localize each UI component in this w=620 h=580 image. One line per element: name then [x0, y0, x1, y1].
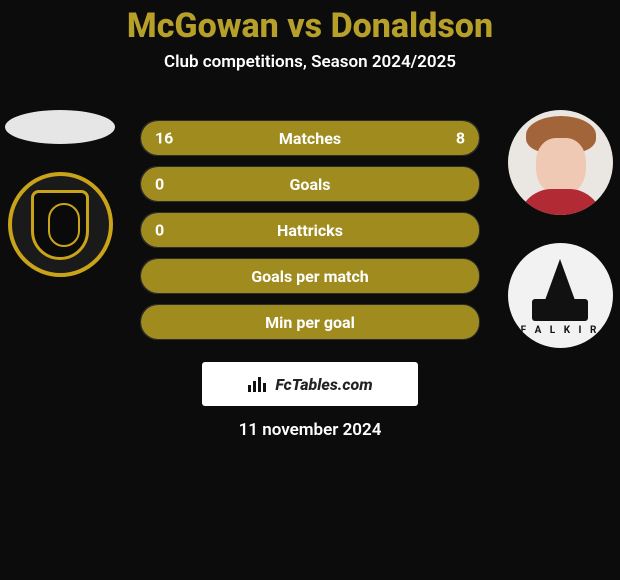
stat-label: Goals — [290, 175, 331, 194]
stat-value-right: 8 — [456, 129, 465, 148]
stat-row: Min per goal — [140, 304, 480, 340]
club-badge-right: F A L K I R — [508, 243, 613, 348]
branding-badge: FcTables.com — [202, 362, 418, 406]
stat-label: Goals per match — [251, 267, 369, 286]
player-right-photo — [508, 110, 613, 215]
shield-icon — [31, 190, 89, 260]
stat-row: Goals 0 — [140, 166, 480, 202]
date-text: 11 november 2024 — [0, 420, 620, 440]
player-right-column: F A L K I R — [500, 110, 620, 348]
stat-label: Min per goal — [265, 313, 355, 332]
stat-row: Goals per match — [140, 258, 480, 294]
stat-row: Matches 16 8 — [140, 120, 480, 156]
player-left-photo-placeholder — [5, 110, 115, 144]
club-badge-left — [8, 172, 113, 277]
steeple-icon — [544, 259, 576, 303]
stat-value-left: 0 — [155, 175, 164, 194]
stat-row: Hattricks 0 — [140, 212, 480, 248]
page-title: McGowan vs Donaldson — [0, 0, 620, 46]
stat-value-left: 0 — [155, 221, 164, 240]
stat-value-left: 16 — [155, 129, 173, 148]
subtitle: Club competitions, Season 2024/2025 — [0, 52, 620, 72]
player-left-column — [0, 110, 120, 277]
branding-text: FcTables.com — [275, 375, 372, 394]
stat-label: Matches — [279, 129, 341, 148]
stats-rows: Matches 16 8 Goals 0 Hattricks 0 Goals per matc… — [140, 120, 480, 350]
bars-icon — [247, 375, 269, 393]
stat-label: Hattricks — [277, 221, 343, 240]
